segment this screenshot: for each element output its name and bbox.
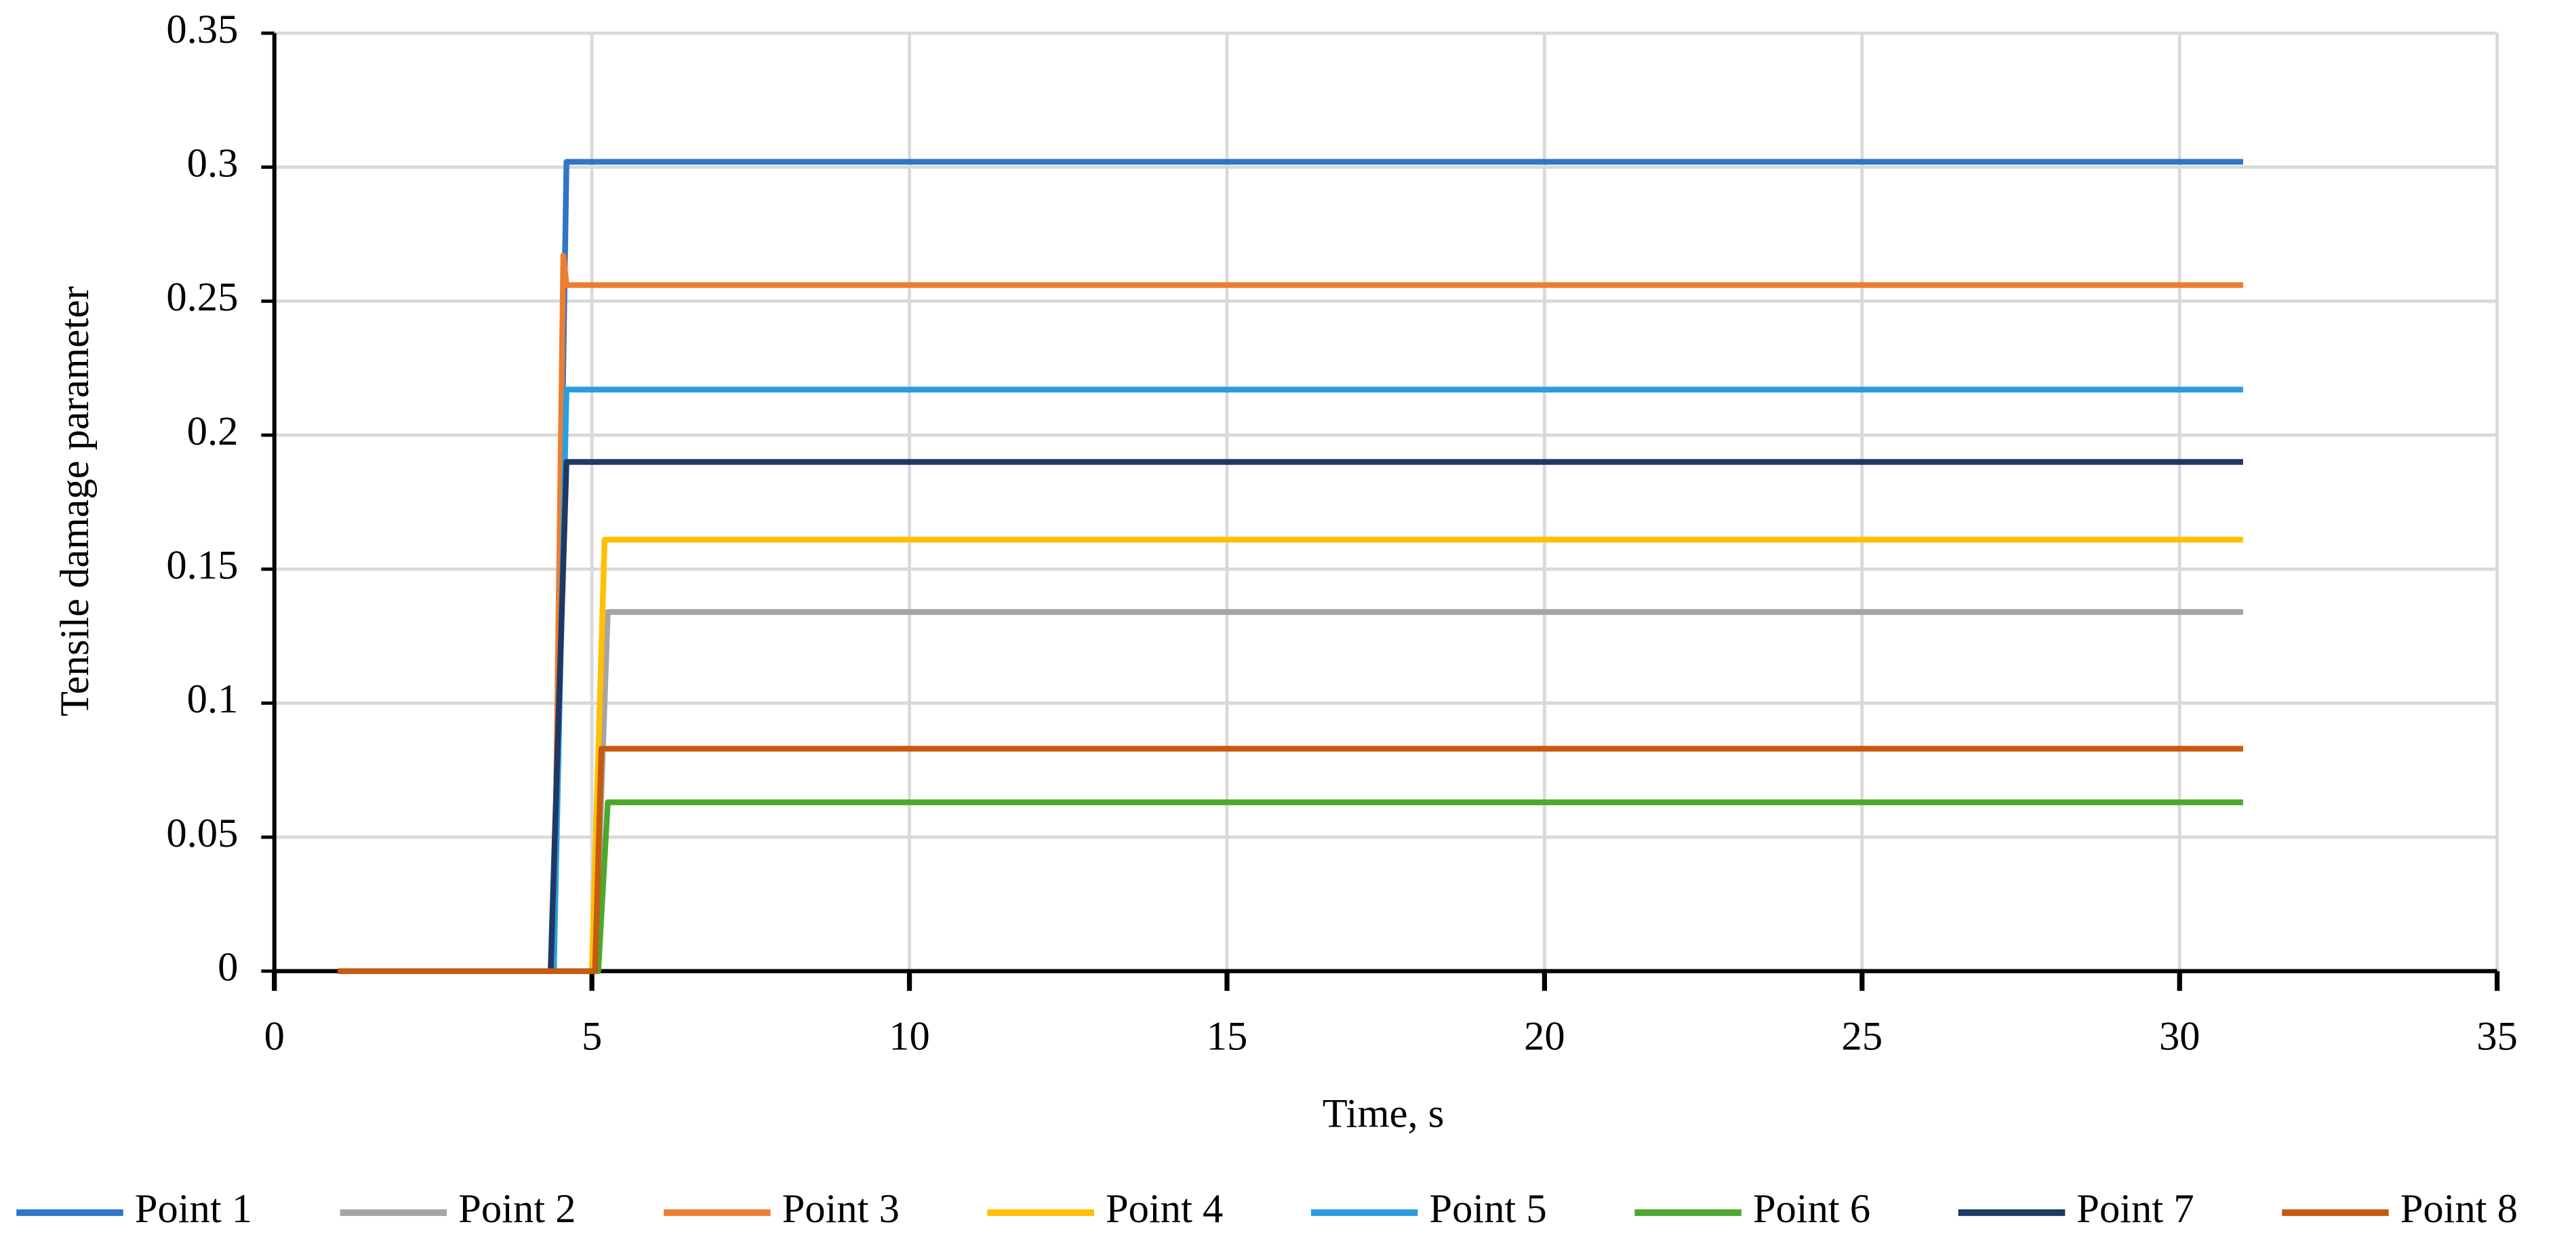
y-tick-label: 0.2 (187, 409, 239, 454)
legend-label: Point 7 (2076, 1186, 2194, 1232)
y-tick-label: 0 (218, 945, 238, 990)
legend-label: Point 3 (782, 1186, 900, 1232)
legend-label: Point 1 (135, 1186, 252, 1232)
x-tick-label: 5 (582, 1013, 602, 1059)
legend-label: Point 8 (2400, 1186, 2518, 1232)
x-tick-label: 20 (1524, 1013, 1565, 1059)
series-line (338, 799, 2243, 974)
y-tick-label: 0.05 (166, 811, 238, 856)
series-line (338, 386, 2243, 974)
x-tick-label: 25 (1842, 1013, 1883, 1059)
y-tick-label: 0.3 (187, 141, 239, 186)
y-tick-label: 0.25 (166, 275, 238, 320)
y-axis-title: Tensile damage parameter (52, 286, 98, 716)
series-line (338, 536, 2243, 974)
x-tick-label: 10 (889, 1013, 930, 1059)
x-tick-label: 30 (2159, 1013, 2200, 1059)
x-tick-label: 15 (1207, 1013, 1248, 1059)
y-tick-label: 0.35 (166, 7, 238, 52)
y-tick-label: 0.1 (187, 676, 239, 722)
y-tick-label: 0.15 (166, 543, 238, 588)
series-line (338, 609, 2243, 974)
series-line (338, 746, 2243, 974)
x-axis-title: Time, s (1323, 1091, 1445, 1136)
legend-label: Point 4 (1106, 1186, 1223, 1232)
x-tick-label: 35 (2476, 1013, 2518, 1059)
x-tick-label: 0 (264, 1013, 285, 1059)
legend-label: Point 5 (1429, 1186, 1546, 1232)
legend-label: Point 6 (1753, 1186, 1870, 1232)
legend-label: Point 2 (458, 1186, 576, 1232)
